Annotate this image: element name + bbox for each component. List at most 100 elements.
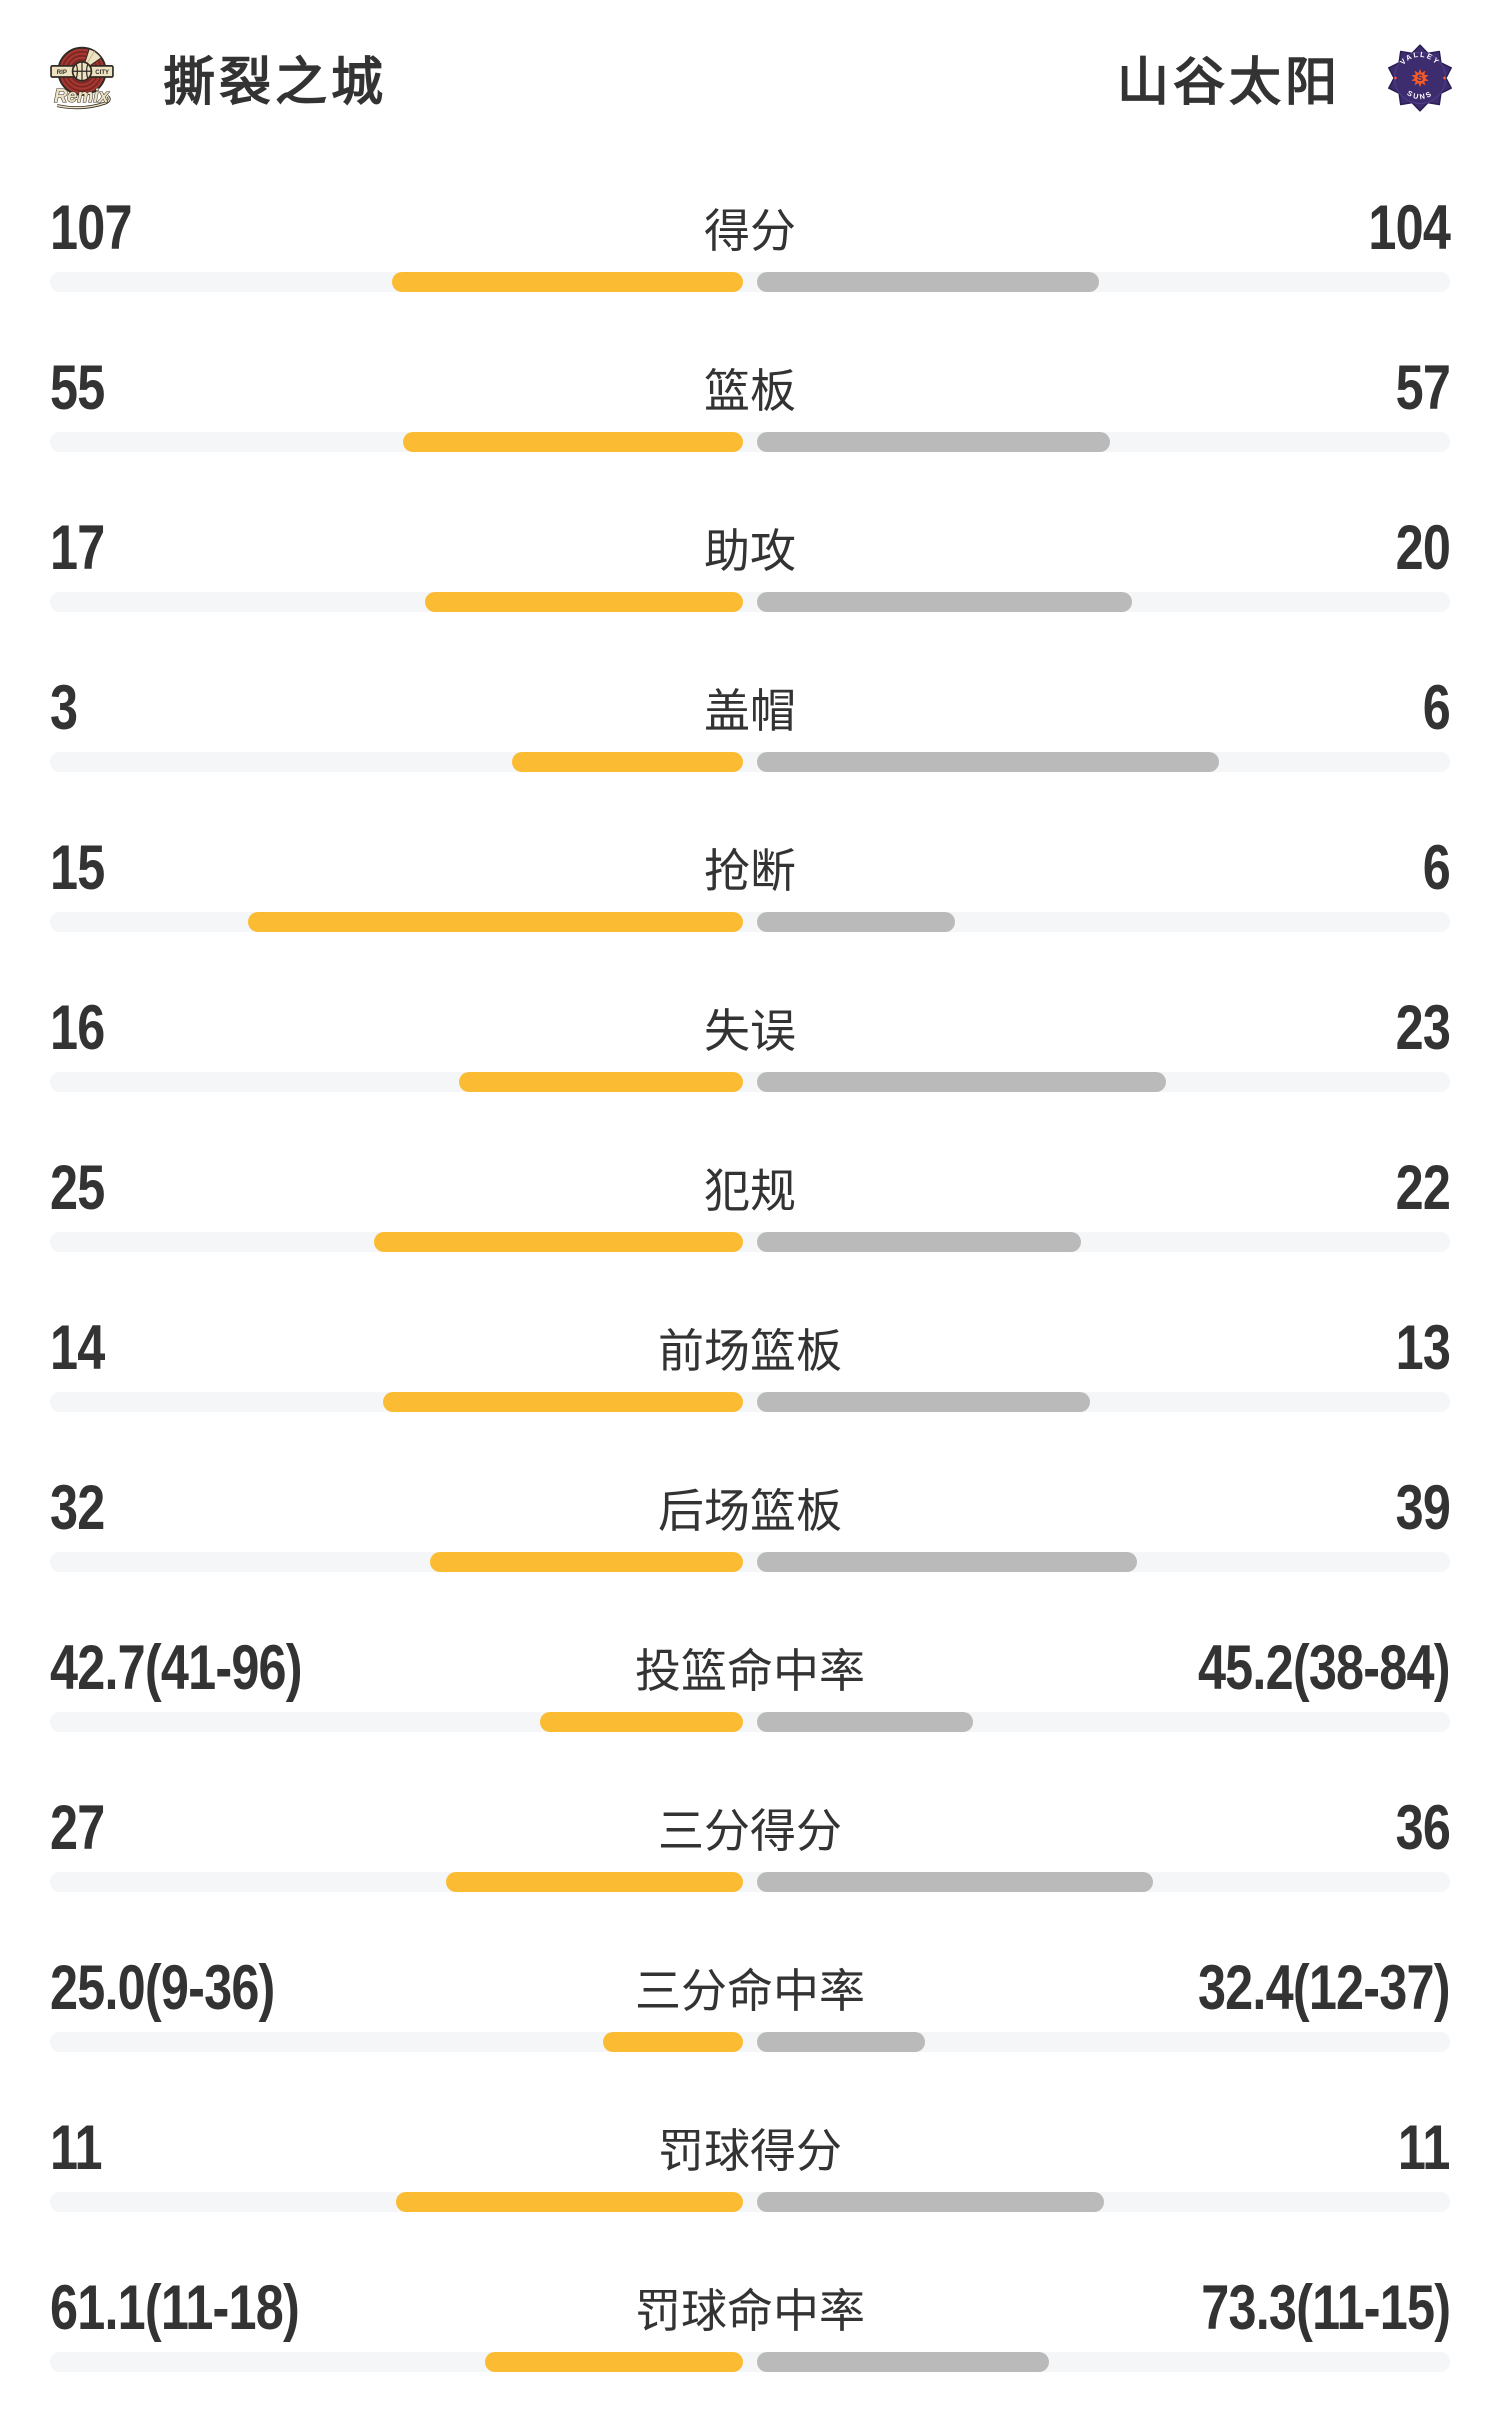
svg-text:SUNS: SUNS xyxy=(1406,88,1435,101)
stat-row-text: 27 36 xyxy=(50,1793,1451,1863)
stat-value-left: 3 xyxy=(50,673,78,743)
stat-row-text: 32 39 xyxy=(50,1473,1451,1543)
stat-value-right: 36 xyxy=(1395,1793,1451,1863)
stat-label: 罚球得分 xyxy=(658,2125,842,2177)
stat-value-right: 22 xyxy=(1395,1153,1451,1223)
stat-value-right: 57 xyxy=(1395,353,1451,423)
stat-bar-right xyxy=(757,432,1110,452)
stat-bar-track xyxy=(50,1392,1450,1412)
stat-label: 投篮命中率 xyxy=(635,1645,865,1697)
stat-label: 前场篮板 xyxy=(658,1325,842,1377)
stat-bar-track xyxy=(50,2352,1450,2372)
logo-arc-bottom-text: SUNS xyxy=(1406,88,1433,101)
stat-row: 11 11 罚球得分 xyxy=(50,2113,1451,2276)
stat-value-right: 13 xyxy=(1395,1313,1451,1383)
stat-row-text: 25 22 xyxy=(50,1153,1451,1223)
stat-value-left: 55 xyxy=(50,353,105,423)
stat-row-text: 11 11 xyxy=(50,2113,1451,2183)
stat-value-right: 45.2(38-84) xyxy=(1198,1633,1451,1703)
team-name-right: 山谷太阳 xyxy=(1116,54,1341,112)
team-right[interactable]: 山谷太阳 S VALLEY xyxy=(1117,40,1455,115)
stat-row-text: 25.0(9-36) 32.4(12-37) xyxy=(50,1953,1451,2023)
stat-bar-right xyxy=(757,1872,1153,1892)
stat-bar-left xyxy=(374,1232,743,1252)
stat-bar-right xyxy=(757,1552,1137,1572)
stat-bar-right xyxy=(757,592,1132,612)
stat-value-left: 17 xyxy=(50,513,105,583)
stat-row-text: 107 104 xyxy=(50,193,1451,263)
stat-bar-right xyxy=(757,1392,1090,1412)
stat-row: 15 6 抢断 xyxy=(50,833,1451,996)
stat-bar-left xyxy=(512,752,743,772)
stat-row: 3 6 盖帽 xyxy=(50,673,1451,836)
stat-bar-right xyxy=(757,912,955,932)
stat-bar-left xyxy=(383,1392,743,1412)
stat-row-text: 42.7(41-96) 45.2(38-84) xyxy=(50,1633,1451,1703)
stat-bar-track xyxy=(50,432,1450,452)
stat-value-right: 39 xyxy=(1395,1473,1451,1543)
stat-bar-track xyxy=(50,1232,1450,1252)
stat-value-right: 23 xyxy=(1395,993,1451,1063)
stat-bar-left xyxy=(430,1552,743,1572)
team-left[interactable]: RIP CITY Remix 撕裂之城 xyxy=(45,39,387,117)
stat-value-right: 6 xyxy=(1422,833,1451,903)
stat-bar-right xyxy=(757,1232,1081,1252)
stat-value-left: 14 xyxy=(50,1313,105,1383)
stat-value-left: 61.1(11-18) xyxy=(50,2273,300,2343)
stat-row-text: 14 13 xyxy=(50,1313,1451,1383)
stat-bar-track xyxy=(50,1072,1450,1092)
stat-bar-left xyxy=(485,2352,743,2372)
stat-label: 三分命中率 xyxy=(635,1965,865,2017)
stat-row-text: 55 57 xyxy=(50,353,1451,423)
stat-label: 盖帽 xyxy=(704,685,796,737)
team-name-left: 撕裂之城 xyxy=(163,54,388,112)
stat-bar-left xyxy=(540,1712,743,1732)
stat-bar-left xyxy=(459,1072,743,1092)
stat-label: 篮板 xyxy=(704,365,796,417)
stat-value-right: 73.3(11-15) xyxy=(1201,2273,1451,2343)
stat-row: 107 104 得分 xyxy=(50,193,1451,356)
stat-label: 犯规 xyxy=(704,1165,796,1217)
stat-bar-track xyxy=(50,1872,1450,1892)
stat-label: 三分得分 xyxy=(658,1805,842,1857)
stat-row: 32 39 后场篮板 xyxy=(50,1473,1451,1636)
stat-row: 55 57 篮板 xyxy=(50,353,1451,516)
stat-value-left: 25 xyxy=(50,1153,105,1223)
rip-city-remix-logo-icon: RIP CITY Remix xyxy=(50,46,114,109)
stat-value-left: 15 xyxy=(50,833,105,903)
stat-value-left: 11 xyxy=(50,2113,102,2183)
stat-rows: 107 104 得分 55 57 篮板 17 20 助攻 xyxy=(50,193,1451,2436)
stat-bar-left xyxy=(446,1872,743,1892)
stat-value-right: 32.4(12-37) xyxy=(1198,1953,1451,2023)
logo-banner-left-text: RIP xyxy=(57,69,67,75)
stat-bar-right xyxy=(757,2032,925,2052)
stat-bar-right xyxy=(757,752,1219,772)
logo-sun-letter: S xyxy=(1417,73,1423,83)
stat-bar-left xyxy=(392,272,743,292)
stat-bar-track xyxy=(50,592,1450,612)
header: RIP CITY Remix 撕裂之城 山谷太阳 S xyxy=(45,30,1455,125)
stat-label: 抢断 xyxy=(704,845,796,897)
stat-row: 61.1(11-18) 73.3(11-15) 罚球命中率 xyxy=(50,2273,1451,2436)
stat-bar-track xyxy=(50,272,1450,292)
valley-suns-logo-icon: S VALLEY SUNS xyxy=(1388,43,1452,112)
stat-value-left: 27 xyxy=(50,1793,105,1863)
stat-bar-track xyxy=(50,1712,1450,1732)
stat-bar-right xyxy=(757,1072,1166,1092)
stat-bar-track xyxy=(50,752,1450,772)
stat-row-text: 3 6 xyxy=(50,673,1451,743)
stat-bar-right xyxy=(757,1712,973,1732)
stat-row: 25.0(9-36) 32.4(12-37) 三分命中率 xyxy=(50,1953,1451,2116)
stat-row-text: 17 20 xyxy=(50,513,1451,583)
stat-bar-track xyxy=(50,1552,1450,1572)
stat-value-left: 16 xyxy=(50,993,105,1063)
stat-row: 14 13 前场篮板 xyxy=(50,1313,1451,1476)
stat-bar-left xyxy=(603,2032,743,2052)
stat-row: 42.7(41-96) 45.2(38-84) 投篮命中率 xyxy=(50,1633,1451,1796)
stat-label: 得分 xyxy=(704,205,796,257)
stat-row: 16 23 失误 xyxy=(50,993,1451,1156)
stat-bar-left xyxy=(396,2192,743,2212)
stat-value-left: 32 xyxy=(50,1473,105,1543)
logo-script-text: Remix xyxy=(54,86,109,106)
